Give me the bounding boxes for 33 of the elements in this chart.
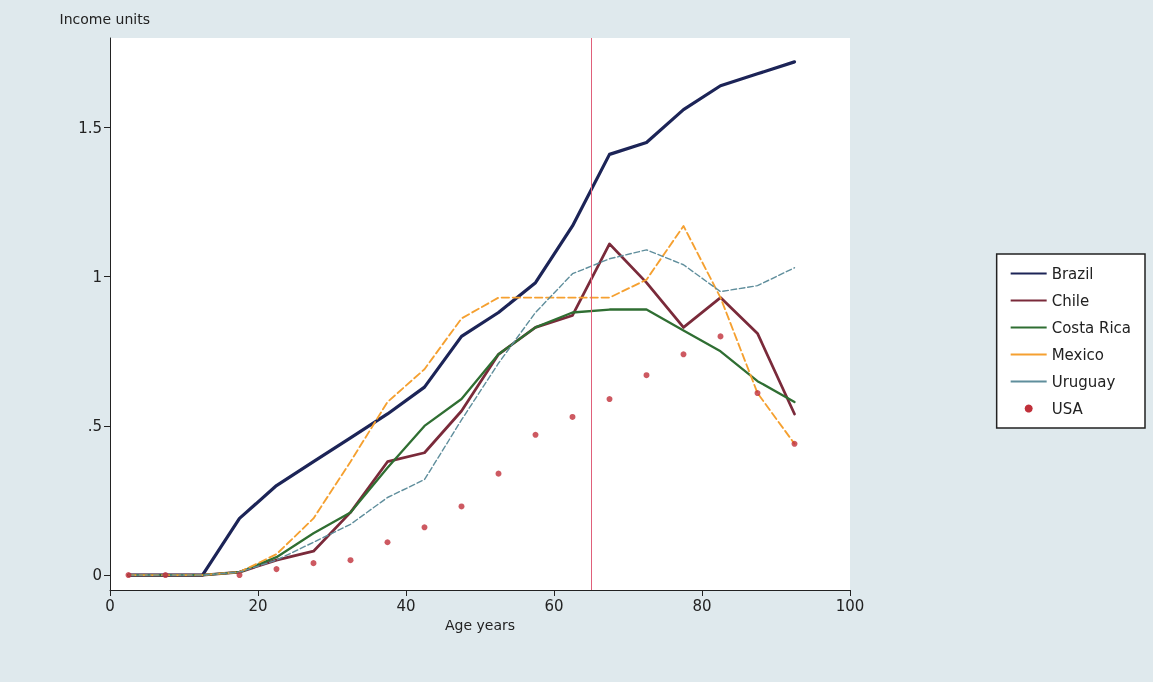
point [606, 396, 613, 403]
point [791, 440, 798, 447]
legend-label: Uruguay [1051, 372, 1116, 391]
legend-label: Costa Rica [1051, 318, 1132, 337]
point [569, 413, 576, 420]
x-tick-label: 60 [544, 596, 564, 615]
y-axis-title: Income units [59, 11, 150, 27]
y-tick-label: 0 [92, 566, 102, 585]
point [310, 560, 317, 567]
point [236, 572, 243, 579]
point [680, 351, 687, 358]
point [643, 372, 650, 379]
y-tick-label: 1.5 [78, 118, 102, 137]
x-tick-label: 20 [248, 596, 268, 615]
legend-label: Chile [1051, 291, 1090, 310]
point [458, 503, 465, 510]
legend-label: USA [1051, 399, 1084, 418]
x-tick-label: 40 [396, 596, 416, 615]
point [162, 572, 169, 579]
point [754, 390, 761, 397]
point [347, 557, 354, 564]
legend-label: Brazil [1051, 264, 1094, 283]
point [273, 566, 280, 573]
y-tick-label: .5 [87, 416, 102, 435]
x-tick-label: 100 [835, 596, 865, 615]
x-axis-title: Age years [444, 616, 516, 633]
point [384, 539, 391, 546]
point [532, 431, 539, 438]
y-tick-label: 1 [92, 267, 102, 286]
x-tick-label: 80 [692, 596, 712, 615]
point [125, 572, 132, 579]
x-tick-label: 0 [105, 596, 115, 615]
legend-label: Mexico [1051, 345, 1105, 364]
